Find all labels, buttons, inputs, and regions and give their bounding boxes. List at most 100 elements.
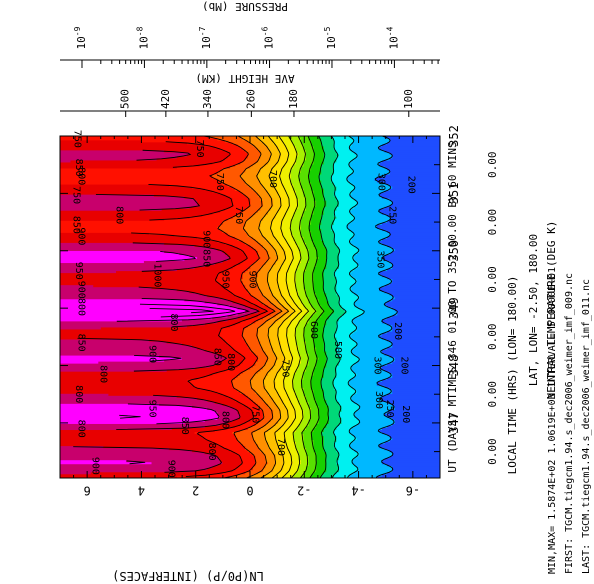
contour-cell <box>249 306 261 310</box>
contour-cell <box>292 461 301 465</box>
contour-cell <box>335 330 355 334</box>
contour-cell <box>302 188 312 191</box>
contour-cell <box>234 322 251 326</box>
contour-cell <box>269 340 281 344</box>
contour-cell <box>323 159 337 163</box>
contour-cell <box>60 149 165 153</box>
contour-cell <box>340 314 360 318</box>
contour-cell <box>221 336 243 340</box>
contour-cell <box>282 461 294 465</box>
contour-cell <box>297 153 307 157</box>
contour-cell <box>320 387 334 390</box>
contour-cell <box>351 196 383 199</box>
contour-cell <box>335 365 352 368</box>
contour-cell <box>290 322 299 326</box>
contour-cell <box>333 181 352 185</box>
contour-cell <box>313 367 324 370</box>
contour-cell <box>310 375 324 378</box>
contour-cell <box>323 290 337 294</box>
contour-cell <box>204 451 236 455</box>
contour-cell <box>272 308 281 312</box>
contour-cell <box>353 198 390 201</box>
contour-cell <box>356 389 393 392</box>
contour-cell <box>252 437 266 441</box>
contour-cell <box>204 348 236 352</box>
contour-cell <box>300 356 309 360</box>
contour-cell <box>356 391 393 394</box>
contour-cell <box>60 220 223 223</box>
contour-cell <box>292 407 301 410</box>
contour-cell <box>280 228 291 231</box>
contour-cell <box>310 167 322 171</box>
contour-cell <box>300 461 309 465</box>
contour-cell <box>60 354 160 358</box>
contour-cell <box>307 361 317 364</box>
contour-cell <box>297 365 307 368</box>
contour-cell <box>262 411 274 414</box>
contour-cell <box>351 181 385 185</box>
contour-cell <box>386 433 440 437</box>
contour-cell <box>211 175 241 179</box>
contour-cell <box>193 385 233 388</box>
contour-cell <box>383 165 440 169</box>
contour-cell <box>254 463 266 467</box>
contour-cell <box>216 302 241 306</box>
contour-cell <box>333 334 350 338</box>
contour-cell <box>315 354 327 358</box>
contour-cell <box>249 385 266 388</box>
contour-cell <box>297 469 307 473</box>
contour-cell <box>391 403 440 406</box>
contour-cell <box>335 159 352 163</box>
contour-cell <box>287 136 299 139</box>
contour-cell <box>257 210 269 213</box>
contour-cell <box>305 246 317 249</box>
contour-cell <box>282 262 291 266</box>
contour-cell <box>264 457 276 461</box>
contour-cell <box>381 242 440 245</box>
contour-cell <box>353 256 383 260</box>
contour-cell <box>226 342 248 346</box>
contour-cell <box>242 459 256 463</box>
contour-cell <box>275 363 284 366</box>
contour-cell <box>335 471 355 475</box>
contour-label: 800 <box>114 206 125 224</box>
contour-cell <box>188 151 231 155</box>
lnp-tick-label: 0 <box>246 484 253 498</box>
contour-cell <box>307 175 319 179</box>
contour-cell <box>176 475 231 478</box>
contour-cell <box>356 344 393 348</box>
contour-cell <box>60 405 193 408</box>
contour-cell <box>391 465 440 469</box>
contour-cell <box>252 399 263 402</box>
contour-cell <box>60 204 200 207</box>
contour-cell <box>257 318 269 322</box>
contour-cell <box>287 367 299 370</box>
contour-cell <box>209 136 241 139</box>
contour-cell <box>323 149 337 153</box>
contour-cell <box>389 252 440 255</box>
contour-cell <box>275 435 286 439</box>
contour-line <box>119 303 236 419</box>
contour-cell <box>257 147 269 151</box>
contour-cell <box>163 242 225 245</box>
contour-cell <box>259 342 271 346</box>
contour-cell <box>315 455 327 459</box>
contour-cell <box>305 365 317 368</box>
contour-cell <box>335 352 355 356</box>
contour-cell <box>335 369 352 372</box>
contour-cell <box>295 371 304 374</box>
contour-cell <box>340 306 360 310</box>
contour-cell <box>297 463 309 467</box>
contour-cell <box>391 185 440 189</box>
contour-cell <box>297 290 307 294</box>
contour-cell <box>275 439 286 443</box>
contour-cell <box>234 294 253 298</box>
contour-cell <box>242 354 258 358</box>
contour-cell <box>267 145 279 149</box>
contour-cell <box>307 169 322 173</box>
contour-cell <box>318 421 329 424</box>
contour-cell <box>315 252 327 255</box>
contour-cell <box>247 234 263 237</box>
contour-cell <box>204 143 238 147</box>
contour-cell <box>60 449 193 453</box>
